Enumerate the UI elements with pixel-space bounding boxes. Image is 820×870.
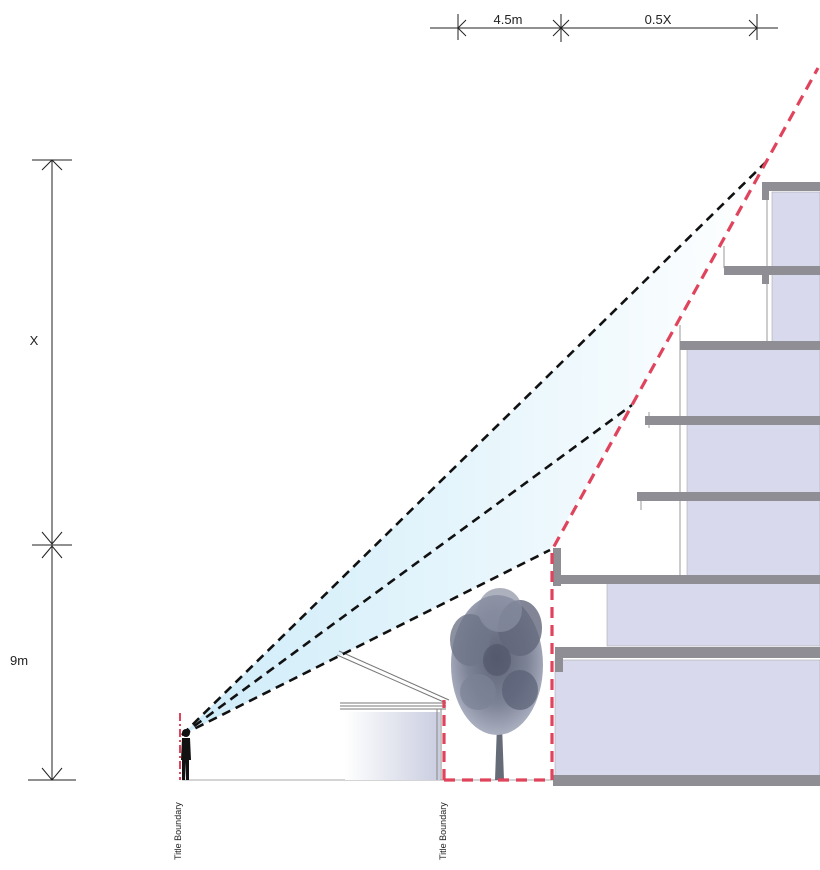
sight-lines — [181, 159, 769, 737]
apartment-building — [553, 182, 820, 786]
top-dimension — [430, 14, 778, 42]
dimension-height-base: 9m — [10, 653, 28, 668]
neighbour-house — [336, 650, 450, 780]
dimension-setback: 4.5m — [494, 12, 523, 27]
dimension-setback-ratio: 0.5X — [645, 12, 672, 27]
dimension-height-x: X — [30, 333, 39, 348]
setback-envelope — [442, 67, 820, 782]
tree-icon — [450, 588, 543, 780]
right-boundary-label: Title Boundary — [438, 802, 448, 860]
vertical-dimension — [28, 159, 76, 781]
person-icon — [181, 729, 191, 780]
left-boundary-label: Title Boundary — [173, 802, 183, 860]
